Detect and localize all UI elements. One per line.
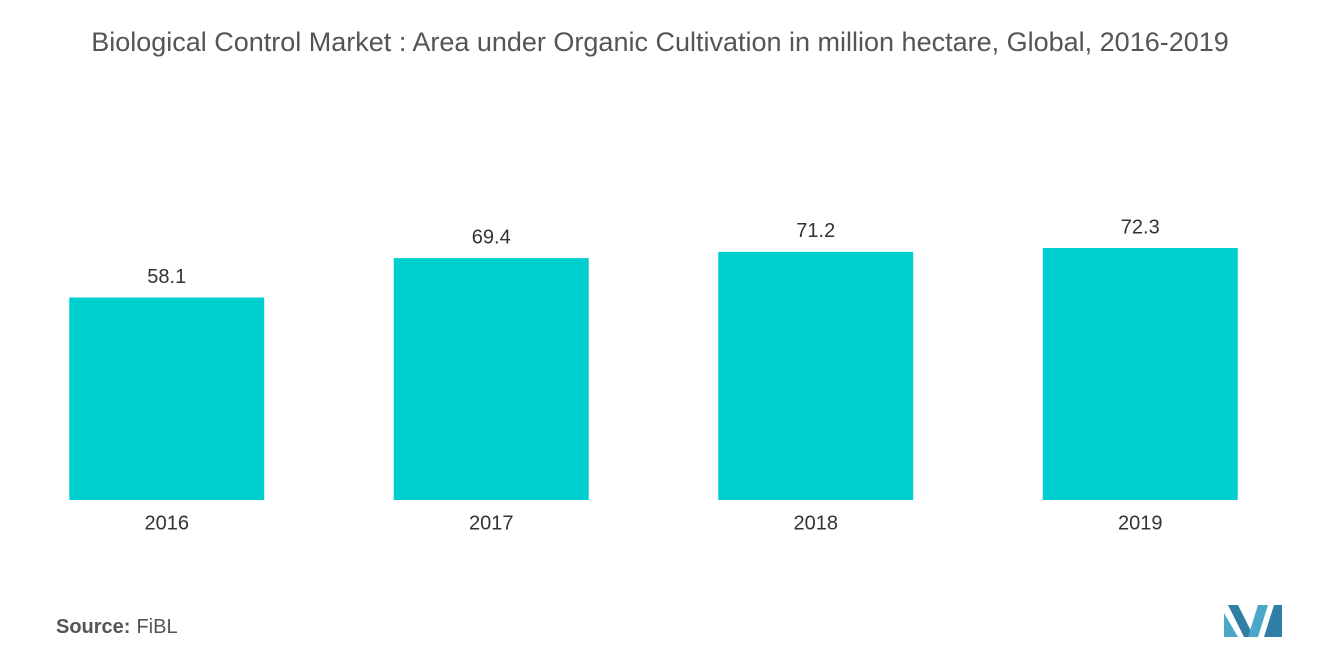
chart-title: Biological Control Market : Area under O… [91, 27, 1229, 57]
x-tick-label: 2019 [1118, 512, 1163, 534]
value-label: 58.1 [147, 266, 186, 288]
source-label: Source: [56, 616, 131, 638]
source-text: FiBL [136, 616, 178, 638]
value-label: 71.2 [796, 220, 835, 242]
bar [1042, 248, 1238, 500]
x-tick-label: 2018 [794, 512, 839, 534]
source: Source: FiBL [56, 616, 178, 639]
x-tick-label: 2016 [145, 512, 190, 534]
logo [1224, 605, 1282, 637]
bar [393, 258, 589, 500]
bar [718, 251, 914, 500]
value-label: 69.4 [472, 226, 511, 248]
value-label: 72.3 [1121, 216, 1160, 238]
x-tick-label: 2017 [469, 512, 514, 534]
bar [69, 297, 265, 500]
